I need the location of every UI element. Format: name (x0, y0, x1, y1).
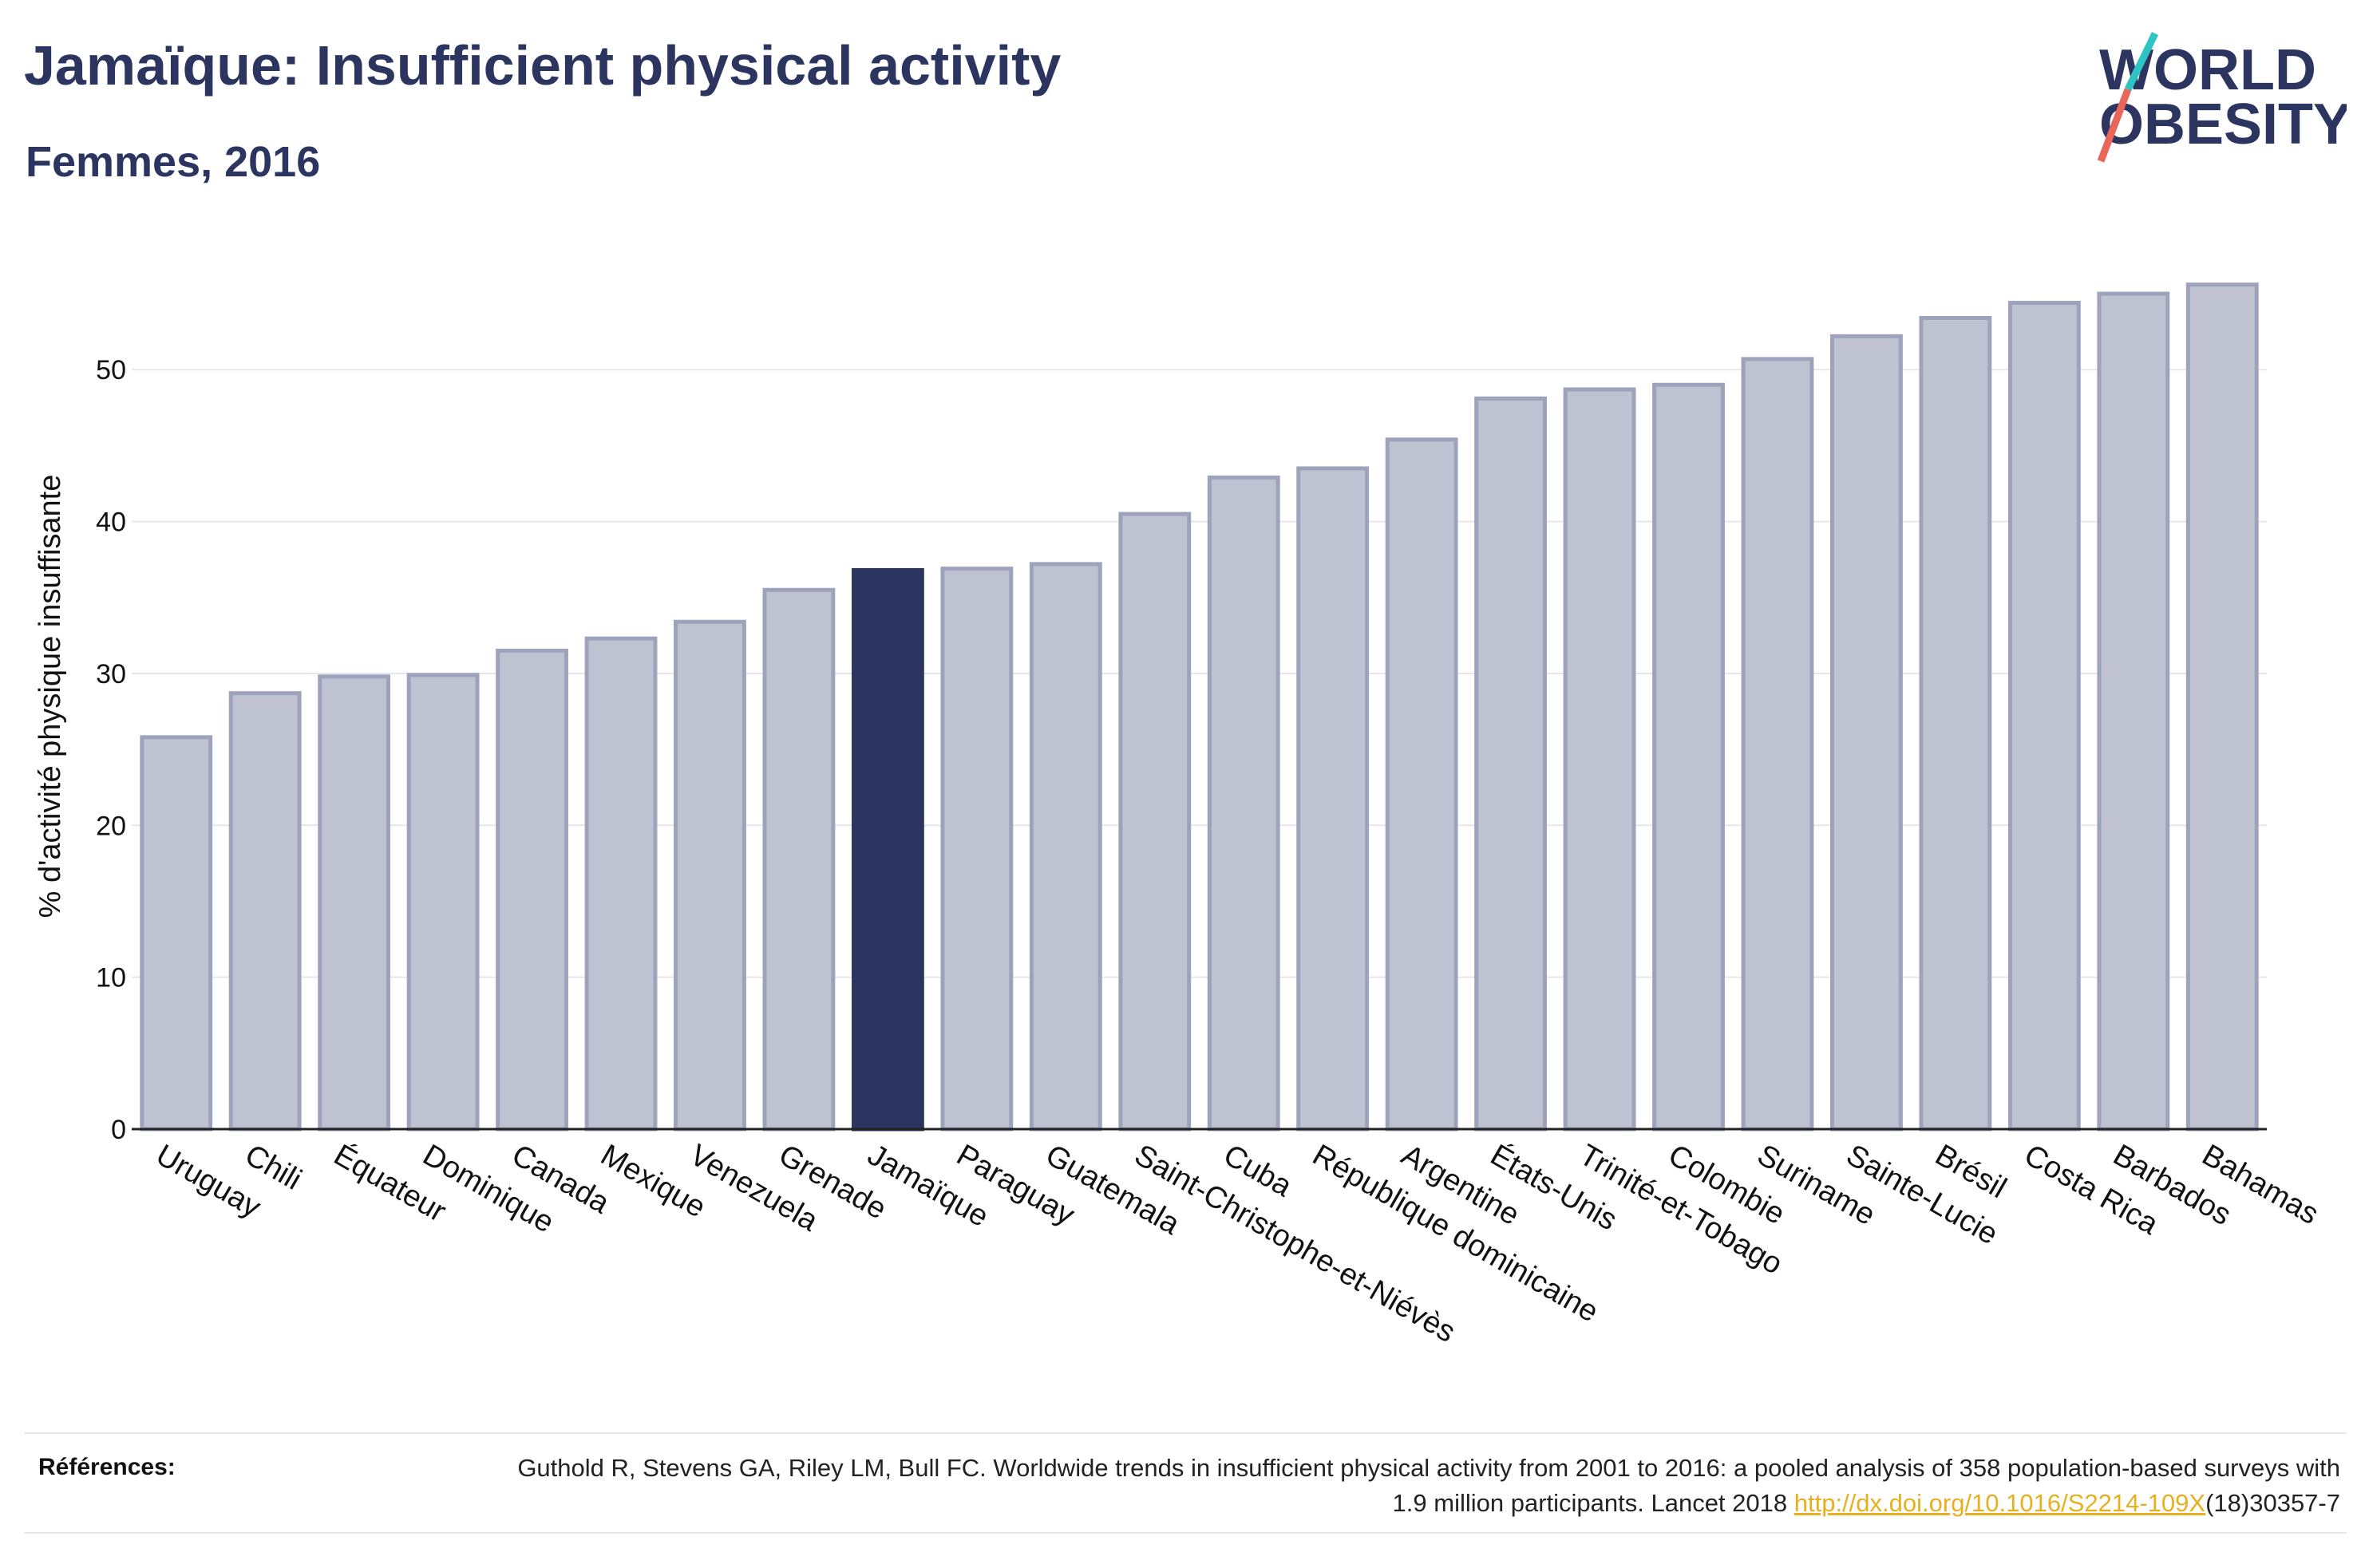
bar (1652, 382, 1725, 1132)
references-citation: Guthold R, Stevens GA, Riley LM, Bull FC… (517, 1454, 2340, 1517)
y-tick-label: 10 (96, 963, 126, 993)
bar (140, 735, 213, 1132)
y-tick-label: 50 (96, 355, 126, 385)
bar-chart: 0 10 20 30 40 50 % d'activité physique insuffi… (34, 282, 2324, 1349)
references-bottom-divider (24, 1532, 2347, 1534)
bar (1385, 437, 1458, 1132)
bar (851, 568, 924, 1132)
y-tick-label: 40 (96, 508, 126, 538)
logo-slash-teal (2124, 32, 2159, 91)
bar (1118, 511, 1192, 1132)
bar (940, 567, 1014, 1132)
world-obesity-logo: WORLD OBESITY (2097, 32, 2347, 163)
bar (1741, 357, 1814, 1132)
logo-slash-coral (2097, 88, 2132, 163)
chart-title: Jamaïque: Insufficient physical activity (24, 34, 1062, 97)
y-tick-label: 30 (96, 659, 126, 689)
y-axis-label: % d'activité physique insuffisante (34, 475, 67, 918)
bar (1296, 466, 1370, 1132)
bar (1474, 396, 1548, 1132)
references-top-divider (24, 1432, 2347, 1434)
bar (2007, 300, 2081, 1132)
logo-line2: OBESITY (2099, 93, 2347, 156)
bar (406, 673, 480, 1132)
doi-link[interactable]: http://dx.doi.org/10.1016/S2214-109X (1793, 1489, 2206, 1517)
bar (228, 691, 302, 1132)
bar (674, 619, 746, 1132)
bar (1029, 562, 1102, 1132)
references-citation-end: (18)30357-7 (2205, 1489, 2340, 1517)
bar (318, 674, 391, 1132)
bar (1563, 387, 1636, 1132)
y-tick-label: 0 (111, 1115, 126, 1145)
bar (1919, 316, 1992, 1132)
bar (2097, 291, 2170, 1132)
bar (2185, 282, 2259, 1132)
references-label: Références: (38, 1454, 176, 1480)
references-text: Guthold R, Stevens GA, Riley LM, Bull FC… (504, 1451, 2340, 1521)
chart-subtitle: Femmes, 2016 (26, 138, 321, 186)
bar (1830, 334, 1903, 1132)
bar (762, 587, 836, 1132)
y-tick-label: 20 (96, 811, 126, 841)
bar (584, 636, 658, 1132)
bar (496, 648, 568, 1132)
bar (1207, 475, 1280, 1132)
